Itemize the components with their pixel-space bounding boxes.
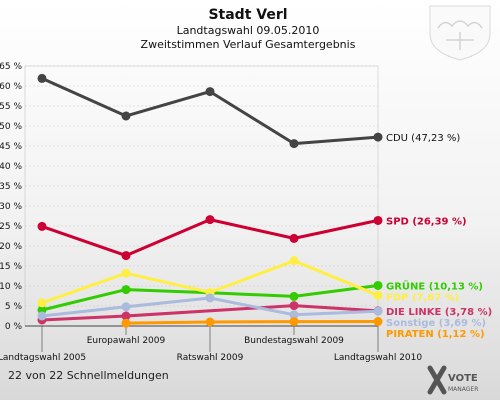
data-point bbox=[373, 280, 383, 290]
data-point bbox=[205, 87, 215, 97]
y-tick-label: 15 % bbox=[0, 262, 22, 272]
vote-manager-logo: VOTE MANAGER bbox=[427, 365, 478, 395]
chart-subtitle-1: Landtagswahl 09.05.2010 bbox=[177, 24, 320, 37]
data-point bbox=[289, 139, 299, 149]
data-point bbox=[373, 132, 383, 142]
data-point bbox=[37, 221, 47, 231]
series-end-label: PIRATEN (1,12 %) bbox=[386, 329, 485, 340]
y-tick-label: 5 % bbox=[5, 302, 23, 312]
data-point bbox=[373, 317, 383, 327]
x-tick-label: Ratswahl 2009 bbox=[177, 353, 244, 363]
series-end-label: SPD (26,39 %) bbox=[386, 216, 467, 227]
x-tick-label: Landtagswahl 2010 bbox=[334, 353, 423, 363]
y-tick-label: 35 % bbox=[0, 182, 22, 192]
data-point bbox=[121, 302, 131, 312]
data-point bbox=[373, 290, 383, 300]
logo-x-icon bbox=[427, 365, 447, 395]
y-axis: 0 % 5 % 10 % 15 % 20 % 25 % 30 % 35 % 40 % 45 % 50… bbox=[0, 62, 22, 332]
y-tick-label: 55 % bbox=[0, 102, 22, 112]
y-tick-label: 20 % bbox=[0, 242, 22, 252]
series-end-label: FDP (7,67 %) bbox=[386, 292, 459, 303]
data-point bbox=[373, 215, 383, 225]
data-point bbox=[289, 291, 299, 301]
data-point bbox=[289, 233, 299, 243]
data-point bbox=[121, 285, 131, 295]
data-point bbox=[37, 298, 47, 308]
x-tick-label: Europawahl 2009 bbox=[87, 336, 166, 346]
y-tick-label: 50 % bbox=[0, 122, 22, 132]
data-point bbox=[205, 317, 215, 327]
y-tick-label: 40 % bbox=[0, 162, 22, 172]
plot-area bbox=[24, 65, 379, 327]
y-tick-label: 25 % bbox=[0, 222, 22, 232]
x-tick-label: Bundestagswahl 2009 bbox=[244, 336, 344, 346]
data-point bbox=[205, 215, 215, 225]
y-tick-label: 65 % bbox=[0, 62, 22, 72]
data-point bbox=[121, 111, 131, 121]
data-point bbox=[37, 311, 47, 321]
data-point bbox=[205, 293, 215, 303]
chart-subtitle-2: Zweitstimmen Verlauf Gesamtergebnis bbox=[141, 38, 356, 51]
series-end-label: GRÜNE (10,13 %) bbox=[386, 278, 483, 292]
series-line-piraten bbox=[125, 320, 379, 325]
y-tick-label: 60 % bbox=[0, 82, 22, 92]
x-tick-label: Landtagswahl 2005 bbox=[0, 353, 86, 363]
data-point bbox=[37, 73, 47, 83]
chart-title: Stadt Verl bbox=[208, 7, 287, 23]
y-tick-label: 30 % bbox=[0, 202, 22, 212]
data-point bbox=[121, 311, 131, 321]
series-lines bbox=[37, 73, 383, 328]
series-end-label: DIE LINKE (3,78 %) bbox=[386, 307, 492, 318]
data-point bbox=[289, 256, 299, 266]
data-point bbox=[289, 301, 299, 311]
y-tick-label: 10 % bbox=[0, 282, 22, 292]
grid-lines bbox=[24, 65, 379, 327]
series-line-die-linke bbox=[41, 304, 379, 322]
data-point bbox=[373, 306, 383, 316]
y-tick-label: 45 % bbox=[0, 142, 22, 152]
data-point bbox=[289, 317, 299, 327]
coat-of-arms-icon bbox=[429, 5, 491, 61]
report-count: 22 von 22 Schnellmeldungen bbox=[8, 369, 169, 382]
data-point bbox=[121, 251, 131, 261]
data-point bbox=[121, 268, 131, 278]
logo-text-1: VOTE bbox=[448, 373, 478, 384]
data-point bbox=[289, 310, 299, 320]
series-labels: CDU (47,23 %) SPD (26,39 %) GRÜNE (10,13 %… bbox=[386, 133, 492, 340]
logo-text-2: MANAGER bbox=[448, 386, 478, 393]
data-point bbox=[121, 318, 131, 328]
series-line-spd bbox=[41, 218, 379, 258]
series-end-label: Sonstige (3,69 %) bbox=[386, 318, 486, 329]
y-tick-label: 0 % bbox=[5, 322, 23, 332]
series-end-label: CDU (47,23 %) bbox=[386, 133, 460, 144]
